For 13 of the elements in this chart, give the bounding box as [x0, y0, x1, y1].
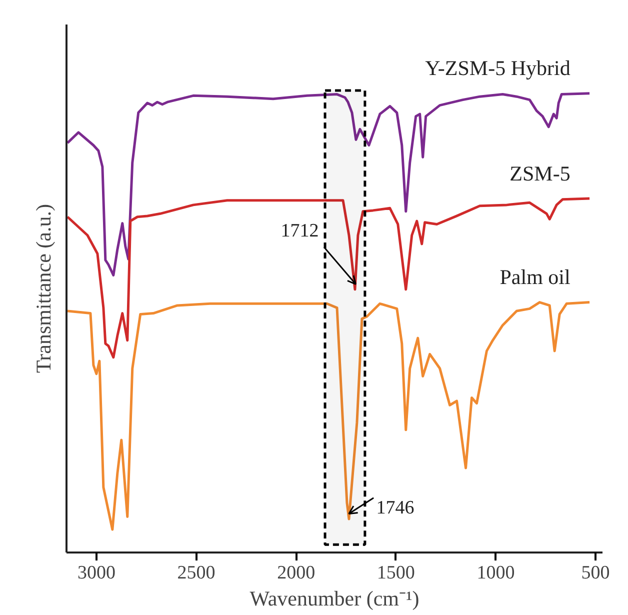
annotation: 1746 [376, 498, 414, 519]
annotation: 1712 [280, 220, 319, 242]
x-tick-label: 1500 [376, 562, 415, 584]
x-tick-label: 500 [581, 562, 610, 584]
series-label: Palm oil [500, 265, 571, 290]
series-label: Y-ZSM-5 Hybrid [425, 56, 571, 80]
x-axis-title: Wavenumber (cm⁻¹) [250, 586, 420, 610]
x-tick-label: 2500 [177, 562, 216, 584]
x-tick-label: 2000 [277, 562, 316, 584]
x-tick-label: 3000 [77, 562, 116, 584]
series-label: ZSM-5 [510, 161, 570, 186]
y-axis-title: Transmittance (a.u.) [32, 204, 56, 373]
x-tick-label: 1000 [476, 562, 515, 584]
